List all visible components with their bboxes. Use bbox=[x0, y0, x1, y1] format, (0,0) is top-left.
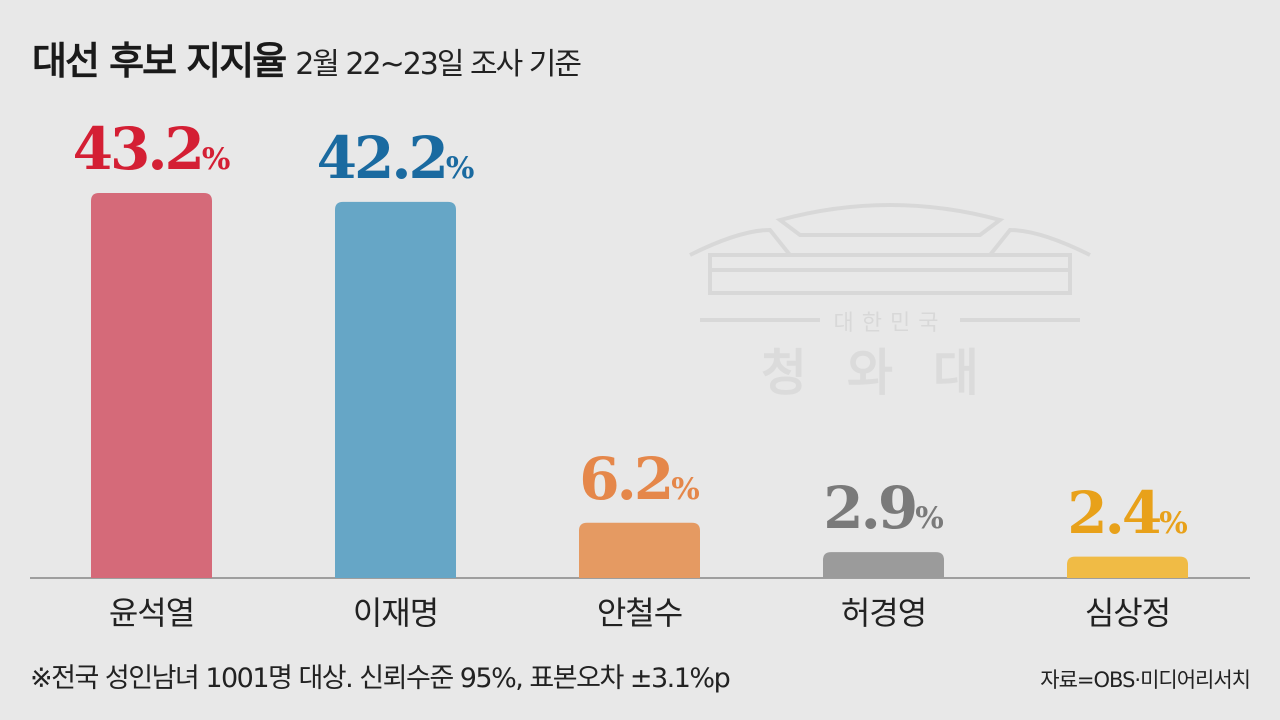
bar-3 bbox=[823, 552, 944, 578]
data-label: 2.9% bbox=[764, 474, 1004, 542]
footnote: ※전국 성인남녀 1001명 대상. 신뢰수준 95%, 표본오차 ±3.1%p bbox=[30, 663, 731, 694]
chart-title: 대선 후보 지지율 2월 22~23일 조사 기준 bbox=[32, 30, 582, 85]
watermark-line1: 대한민국 bbox=[834, 311, 947, 336]
category-label: 윤석열 bbox=[108, 594, 195, 632]
data-label-unit: % bbox=[201, 142, 231, 177]
data-label-unit: % bbox=[671, 471, 700, 507]
bar-2 bbox=[579, 522, 700, 578]
data-label-value: 6.2 bbox=[579, 444, 674, 513]
data-label: 2.4% bbox=[1008, 479, 1248, 547]
data-label-unit: % bbox=[915, 501, 944, 537]
category-label: 심상정 bbox=[1084, 594, 1171, 632]
title-text: 대선 후보 지지율 bbox=[32, 39, 287, 83]
chart-subtitle: 2월 22~23일 조사 기준 bbox=[295, 47, 582, 82]
bar-1 bbox=[335, 201, 456, 578]
bar-4 bbox=[1067, 556, 1188, 578]
data-label-unit: % bbox=[445, 150, 475, 186]
data-label-value: 42.2 bbox=[316, 123, 449, 192]
data-label: 6.2% bbox=[520, 445, 760, 513]
source-credit: 자료=OBS·미디어리서치 bbox=[1040, 668, 1251, 692]
data-label: 43.2% bbox=[32, 115, 272, 183]
category-label: 이재명 bbox=[352, 594, 439, 632]
data-label-unit: % bbox=[1159, 505, 1188, 541]
data-label-value: 2.4 bbox=[1067, 478, 1162, 547]
bar-0 bbox=[91, 193, 212, 578]
data-label: 42.2% bbox=[276, 124, 516, 192]
watermark-line2: 청와대 bbox=[761, 343, 1019, 402]
blue-house-watermark: 대한민국 청와대 bbox=[689, 203, 1091, 402]
category-label: 허경영 bbox=[840, 594, 927, 632]
category-label: 안철수 bbox=[596, 594, 683, 632]
data-label-value: 2.9 bbox=[823, 474, 918, 543]
data-label-value: 43.2 bbox=[72, 115, 205, 183]
